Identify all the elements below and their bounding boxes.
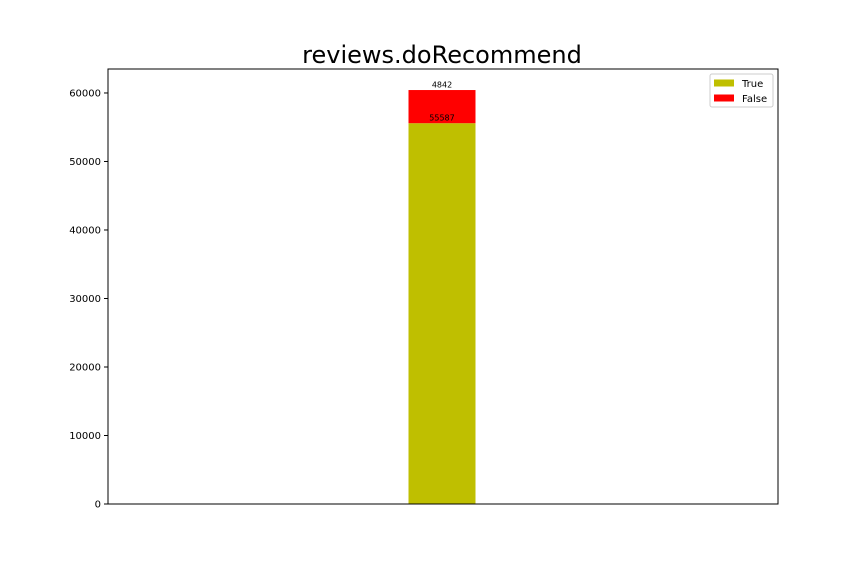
y-tick-label: 0 [95, 500, 101, 511]
plot-frame [107, 68, 779, 505]
chart-title: reviews.doRecommend [302, 41, 582, 69]
y-axis: 0 10000 20000 30000 40000 50000 60000 [69, 88, 108, 511]
bar-true [408, 123, 476, 505]
legend-swatch-false [714, 94, 734, 102]
y-tick-label: 60000 [69, 88, 101, 99]
data-label-false: 4842 [432, 81, 452, 90]
y-tick-label: 10000 [69, 431, 101, 442]
y-tick-label: 20000 [69, 362, 101, 373]
legend-swatch-true [714, 79, 734, 87]
y-tick-label: 40000 [69, 225, 101, 236]
data-label-true: 55587 [429, 114, 454, 123]
y-tick-label: 50000 [69, 157, 101, 168]
bar-false [408, 90, 476, 124]
y-tick-label: 30000 [69, 294, 101, 305]
legend: True False [709, 73, 774, 108]
legend-label-true: True [741, 79, 763, 90]
plot-area: 55587 4842 [408, 81, 476, 505]
legend-label-false: False [742, 94, 767, 105]
